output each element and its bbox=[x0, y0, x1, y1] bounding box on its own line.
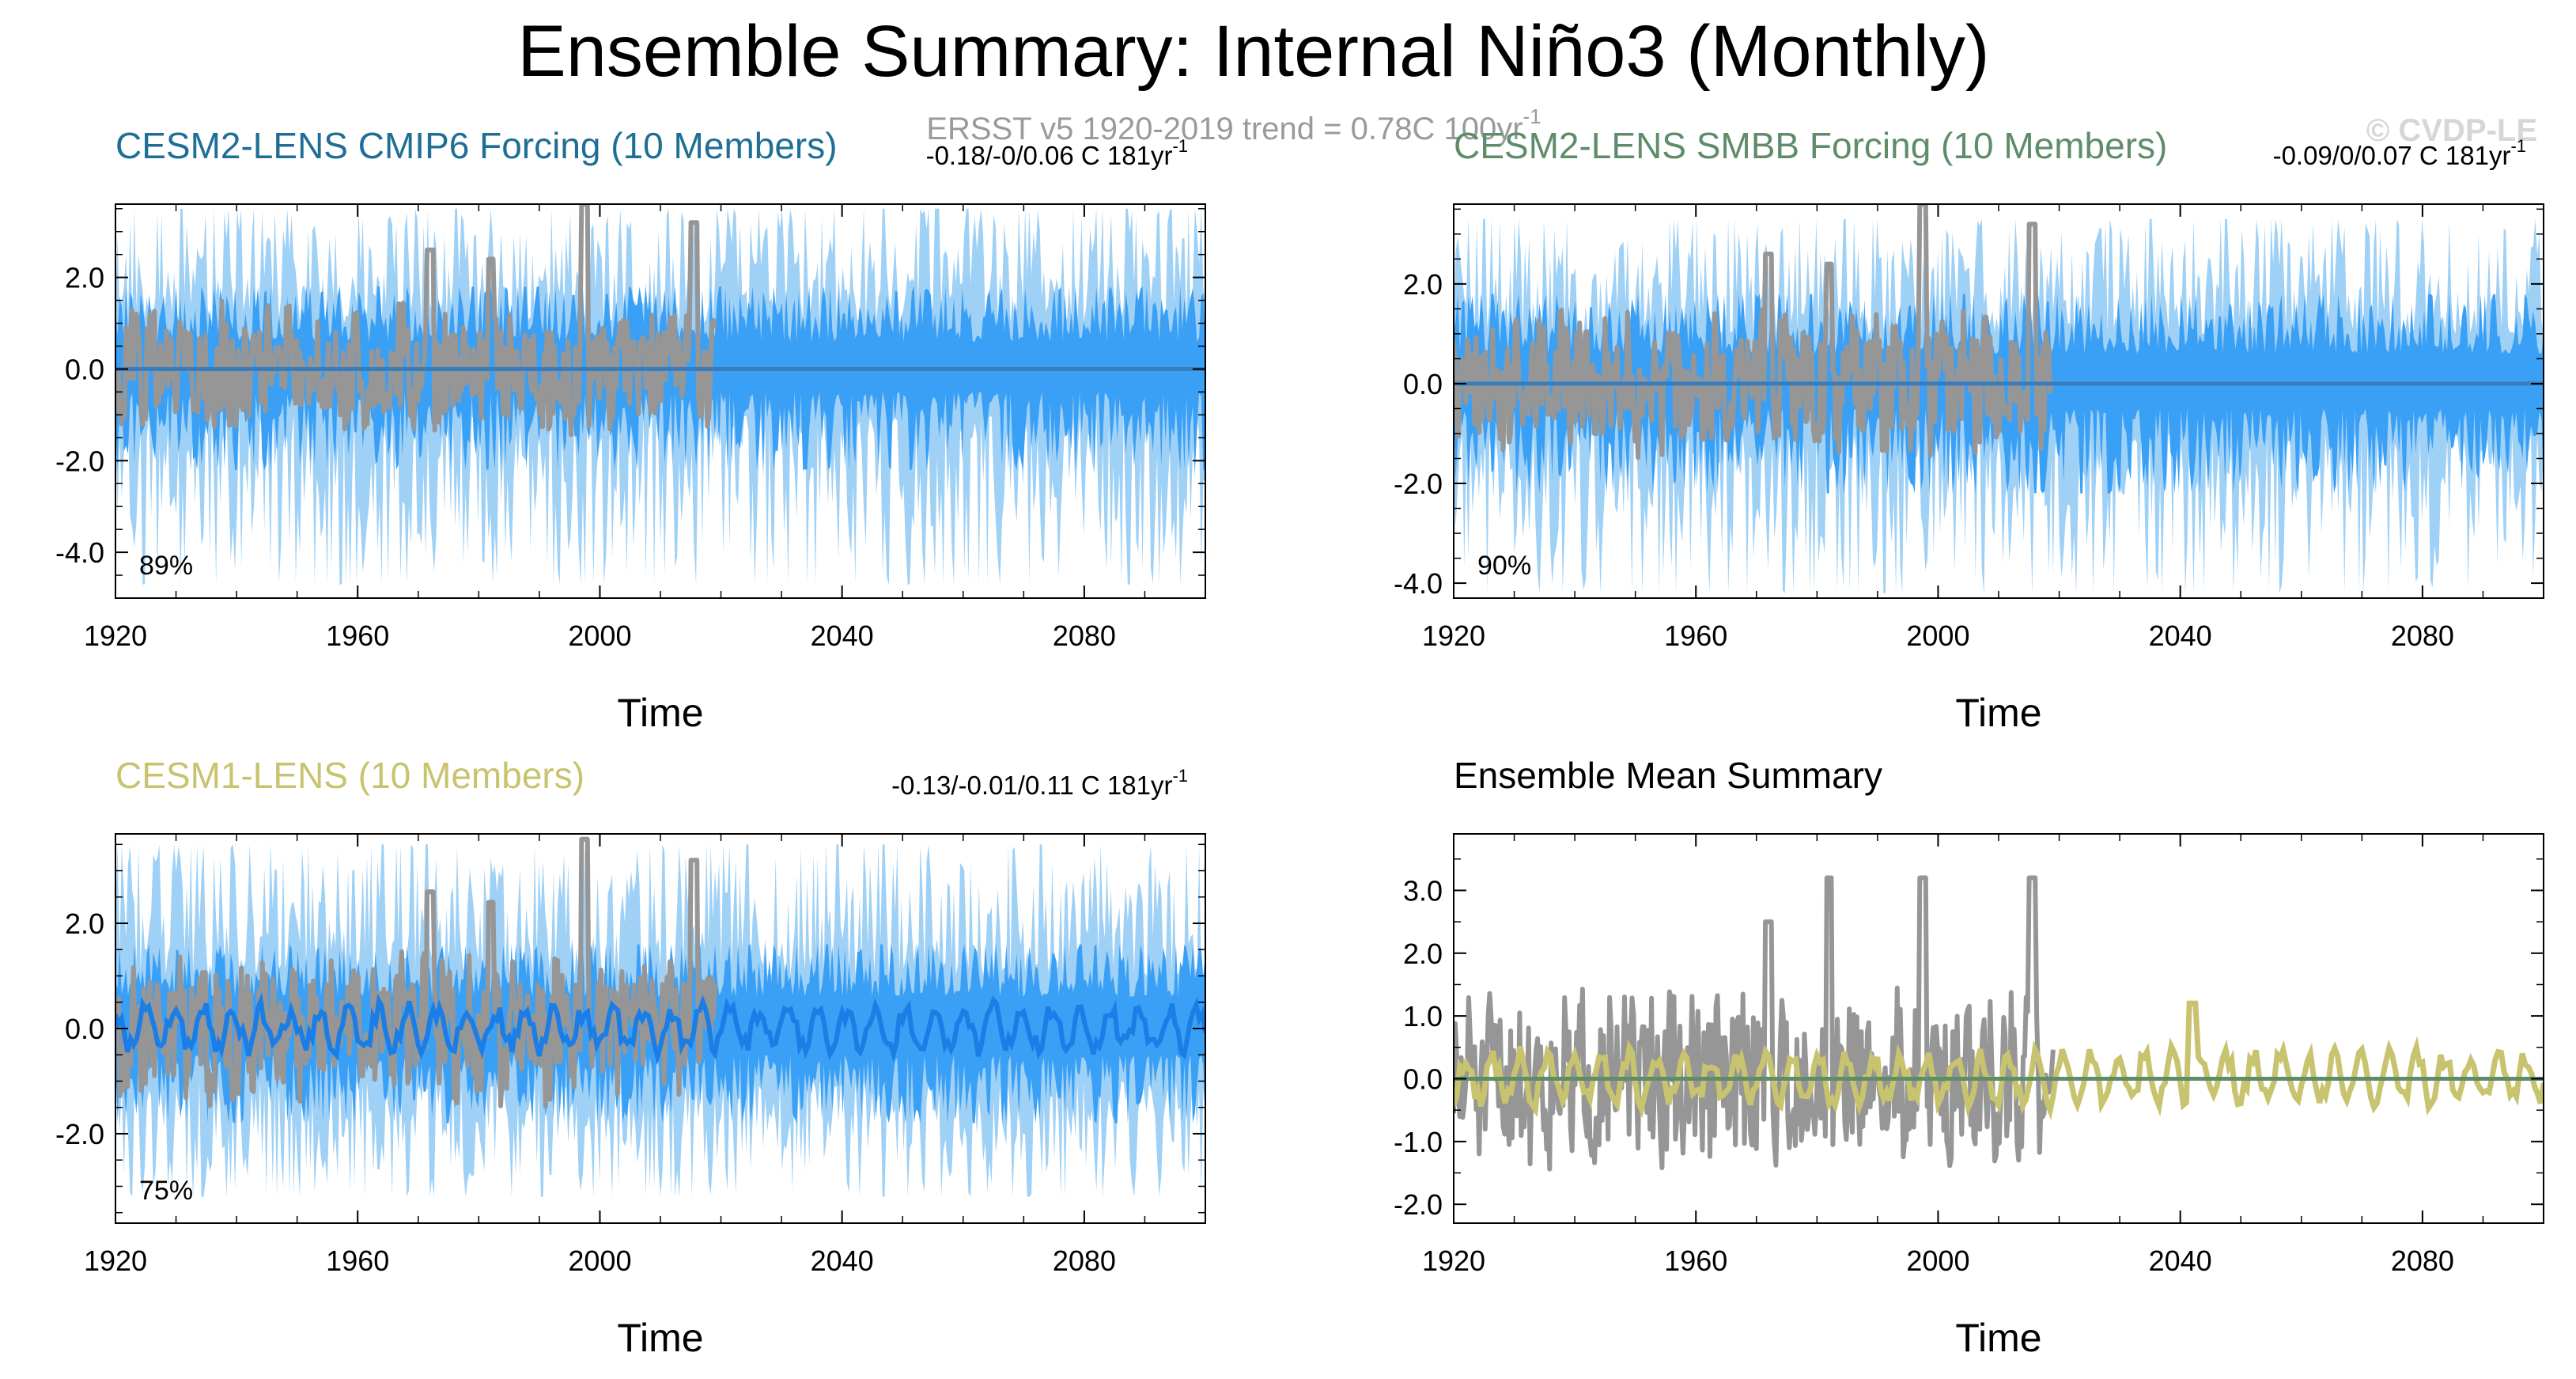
y-tick-label: 1.0 bbox=[1403, 1000, 1443, 1032]
x-tick-label: 2000 bbox=[568, 1245, 631, 1277]
trend-text: -0.13/-0.01/0.11 C 181yr-1 bbox=[891, 766, 1188, 800]
figure-title: Ensemble Summary: Internal Niño3 (Monthl… bbox=[517, 11, 1989, 92]
trend-text: -0.09/0/0.07 C 181yr-1 bbox=[2273, 136, 2526, 170]
x-tick-label: 2080 bbox=[2391, 619, 2454, 652]
x-tick-label: 2040 bbox=[811, 1245, 874, 1277]
observed-line bbox=[115, 836, 717, 1109]
x-axis-label: Time bbox=[1955, 691, 2041, 735]
observed-line bbox=[1454, 875, 2056, 1172]
y-tick-label: 2.0 bbox=[65, 907, 104, 940]
panel-title: Ensemble Mean Summary bbox=[1454, 755, 1882, 796]
panel-title: CESM2-LENS SMBB Forcing (10 Members) bbox=[1454, 125, 2167, 166]
x-tick-label: 1960 bbox=[326, 1245, 389, 1277]
y-tick-label: 3.0 bbox=[1403, 874, 1443, 907]
x-axis-label: Time bbox=[617, 1316, 703, 1360]
panel-ensemble-mean-summary: 3.0 2.0 1.0 0.0 -1.0 -2.0 1920 1960 2000 2040 2080… bbox=[1394, 755, 2544, 1360]
y-tick-label: -1.0 bbox=[1394, 1126, 1443, 1158]
y-tick-label: -2.0 bbox=[55, 445, 104, 477]
y-tick-label: -4.0 bbox=[1394, 567, 1443, 600]
x-tick-label: 1920 bbox=[1422, 1245, 1485, 1277]
percentage-label: 90% bbox=[1477, 551, 1531, 581]
observed-line bbox=[115, 204, 717, 438]
ensemble-mean-line bbox=[115, 992, 1205, 1066]
obs-trend-note: ERSST v5 1920-2019 trend = 0.78C 100yr-1 bbox=[926, 104, 1541, 146]
x-tick-label: 2080 bbox=[1053, 619, 1116, 652]
y-tick-label: 0.0 bbox=[65, 353, 104, 385]
percentage-label: 75% bbox=[139, 1176, 193, 1206]
x-tick-label: 1960 bbox=[1664, 1245, 1727, 1277]
y-tick-label: -2.0 bbox=[1394, 1188, 1443, 1221]
percentage-label: 89% bbox=[139, 551, 193, 581]
copyright-text: © CVDP-LE bbox=[2366, 113, 2537, 148]
y-tick-label: 0.0 bbox=[1403, 1063, 1443, 1095]
y-tick-label: 2.0 bbox=[65, 262, 104, 294]
x-tick-label: 2040 bbox=[2149, 619, 2212, 652]
x-tick-label: 2080 bbox=[1053, 1245, 1116, 1277]
panel-cesm2-cmip6: 2.0 0.0 -2.0 -4.0 1920 1960 2000 2040 2080 Time CE… bbox=[55, 125, 1206, 735]
x-axis-label: Time bbox=[617, 691, 703, 735]
y-tick-label: 2.0 bbox=[1403, 938, 1443, 970]
x-tick-label: 2040 bbox=[811, 619, 874, 652]
y-tick-label: -2.0 bbox=[55, 1118, 104, 1150]
panel-cesm1: 2.0 0.0 -2.0 1920 1960 2000 2040 2080 Time CESM1-… bbox=[55, 755, 1206, 1360]
x-tick-label: 1920 bbox=[1422, 619, 1485, 652]
y-tick-label: -4.0 bbox=[55, 536, 104, 569]
y-tick-label: 0.0 bbox=[65, 1013, 104, 1045]
trend-text: -0.18/-0/0.06 C 181yr-1 bbox=[926, 136, 1188, 170]
x-axis-label: Time bbox=[1955, 1316, 2041, 1360]
x-tick-label: 2040 bbox=[2149, 1245, 2212, 1277]
x-tick-label: 1920 bbox=[84, 1245, 147, 1277]
panel-cesm2-smbb: 2.0 0.0 -2.0 -4.0 1920 1960 2000 2040 2080 Time CE… bbox=[1394, 125, 2544, 735]
cesm1-ensemble-mean-line bbox=[1454, 1000, 2544, 1120]
y-tick-label: 2.0 bbox=[1403, 268, 1443, 301]
y-tick-label: -2.0 bbox=[1394, 468, 1443, 500]
x-tick-label: 1960 bbox=[326, 619, 389, 652]
x-tick-label: 2000 bbox=[1906, 619, 1969, 652]
panel-title: CESM1-LENS (10 Members) bbox=[115, 755, 584, 796]
x-tick-label: 2080 bbox=[2391, 1245, 2454, 1277]
y-tick-label: 0.0 bbox=[1403, 368, 1443, 400]
observed-line bbox=[1454, 204, 2054, 460]
x-tick-label: 1920 bbox=[84, 619, 147, 652]
x-tick-label: 1960 bbox=[1664, 619, 1727, 652]
x-tick-label: 2000 bbox=[1906, 1245, 1969, 1277]
x-tick-label: 2000 bbox=[568, 619, 631, 652]
panel-title: CESM2-LENS CMIP6 Forcing (10 Members) bbox=[115, 125, 838, 166]
